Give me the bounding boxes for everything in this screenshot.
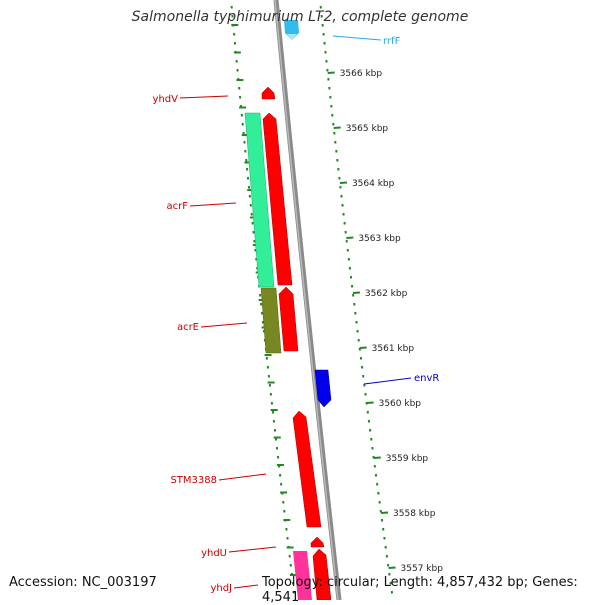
- scale-tick: [334, 128, 341, 129]
- scale-tick-label: 3566 kbp: [340, 69, 383, 79]
- gene-yhdV[interactable]: [262, 87, 275, 99]
- scale-ticks: 3566 kbp 3565 kbp 3564 kbp 3563 kbp 3562 kbp…: [328, 69, 444, 574]
- gene-label-acrE: acrE: [177, 322, 199, 333]
- leader-STM3388: [219, 474, 266, 480]
- gene-STM3388[interactable]: [293, 411, 321, 527]
- gene-label-yhdJ: yhdJ: [210, 583, 232, 594]
- map-title: Salmonella typhimurium LT2, complete gen…: [0, 9, 600, 25]
- scale-tick: [328, 73, 335, 74]
- gene-label-rrfF: rrfF: [383, 36, 401, 47]
- leader-acrF: [190, 203, 236, 206]
- leader-acrE: [201, 323, 247, 327]
- scale-tick-label: 3557 kbp: [401, 564, 444, 574]
- accession-text: Accession: NC_003197: [9, 575, 157, 590]
- leader-rrfF: [333, 36, 381, 40]
- scale-tick-label: 3559 kbp: [386, 454, 429, 464]
- scale-tick: [340, 183, 347, 184]
- right-dotted-ring: [321, 6, 392, 594]
- gene-acrE[interactable]: [279, 287, 298, 351]
- topology-text: Topology: circular; Length: 4,857,432 bp…: [262, 575, 600, 605]
- leader-envR: [364, 378, 411, 384]
- scale-tick-label: 3564 kbp: [352, 179, 395, 189]
- scale-tick-label: 3560 kbp: [379, 399, 422, 409]
- scale-tick: [381, 513, 388, 514]
- scale-tick: [367, 403, 374, 404]
- scale-tick-label: 3565 kbp: [346, 124, 389, 134]
- gene-label-yhdV: yhdV: [153, 94, 179, 105]
- gene-label-acrF: acrF: [167, 201, 189, 212]
- scale-tick-label: 3562 kbp: [365, 289, 408, 299]
- scale-tick: [374, 458, 381, 459]
- gene-label-STM3388: STM3388: [170, 475, 217, 486]
- scale-tick: [346, 238, 353, 239]
- scale-tick-label: 3558 kbp: [393, 509, 436, 519]
- leader-yhdU: [229, 547, 276, 552]
- scale-tick: [389, 568, 396, 569]
- gene-label-envR: envR: [414, 373, 439, 384]
- leader-yhdJ: [234, 585, 258, 588]
- scale-tick: [353, 293, 360, 294]
- gene-label-yhdU: yhdU: [201, 548, 227, 559]
- cog-bar-acrE: [261, 288, 281, 353]
- gene-yhdU[interactable]: [311, 537, 324, 547]
- scale-tick: [360, 348, 367, 349]
- leader-yhdV: [180, 96, 228, 98]
- scale-tick-label: 3561 kbp: [372, 344, 415, 354]
- scale-tick-label: 3563 kbp: [358, 234, 401, 244]
